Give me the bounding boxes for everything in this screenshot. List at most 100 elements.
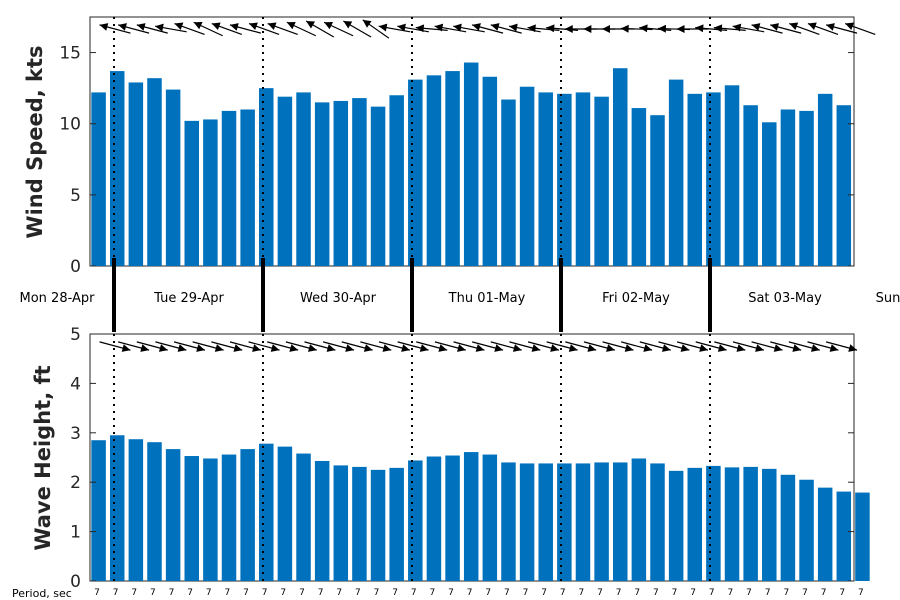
period-value: 7 <box>541 588 547 598</box>
period-value: 7 <box>560 588 566 598</box>
wind-speed-direction-arrow <box>397 23 429 33</box>
wave-height-direction-arrow <box>248 341 280 352</box>
wind-speed-direction-arrow <box>770 23 802 34</box>
wave-height-tick-label: 2 <box>70 473 81 493</box>
period-value: 7 <box>523 588 529 598</box>
wave-height-tick-label: 1 <box>70 523 81 543</box>
period-value: 7 <box>672 588 678 598</box>
wind-speed-bar <box>352 98 367 266</box>
wave-height-panel: 0 1 2 3 4 5 Wave Height, ft <box>31 325 870 592</box>
wind-speed-bar <box>501 99 516 266</box>
wind-speed-bar <box>277 96 293 267</box>
wave-height-bar <box>91 440 106 581</box>
wave-height-bar <box>594 462 609 581</box>
wind-speed-bar <box>128 82 144 266</box>
wind-speed-bar <box>687 93 703 266</box>
wind-speed-bar <box>743 105 758 266</box>
wave-height-direction-arrow <box>211 341 243 352</box>
period-value: 7 <box>616 588 622 598</box>
day-label: Sat 03-May <box>748 291 822 306</box>
wind-speed-direction-arrow <box>639 24 672 33</box>
wind-speed-bar <box>463 62 479 266</box>
period-value: 7 <box>634 588 640 598</box>
wave-height-bar <box>650 463 665 581</box>
period-value: 7 <box>690 588 696 598</box>
wave-height-bar <box>631 458 647 581</box>
wind-speed-direction-arrow <box>174 22 205 36</box>
wave-height-bars <box>91 435 870 581</box>
period-value: 7 <box>597 588 603 598</box>
wind-speed-direction-arrow <box>490 23 522 34</box>
wind-speed-direction-arrow <box>676 25 709 33</box>
wave-height-direction-arrow <box>825 341 858 352</box>
wind-speed-bars <box>91 62 852 267</box>
wave-height-direction-arrow <box>546 341 578 352</box>
wind-speed-direction-arrow <box>323 21 354 37</box>
wind-speed-direction-arrow <box>508 23 541 33</box>
wind-speed-bar <box>296 92 311 266</box>
wind-speed-direction-arrow <box>362 19 390 39</box>
wave-height-direction-arrow <box>639 341 671 352</box>
day-label: Mon 28-Apr <box>20 291 96 306</box>
wave-height-direction-arrow <box>267 341 299 352</box>
wind-speed-tick-label: 15 <box>59 44 81 64</box>
wave-height-direction-arrow <box>285 341 317 352</box>
wind-speed-bar <box>594 96 609 267</box>
wind-speed-bar <box>836 105 852 266</box>
period-value: 7 <box>392 588 398 598</box>
wave-height-tick-label: 3 <box>70 424 81 444</box>
period-value: 7 <box>765 588 771 598</box>
wave-height-bar <box>352 466 367 581</box>
period-value: 7 <box>448 588 454 598</box>
wave-height-bar <box>612 462 628 581</box>
wind-speed-tick-label: 5 <box>70 186 81 206</box>
period-value: 7 <box>839 588 845 598</box>
wind-speed-bar <box>426 75 442 266</box>
wind-speed-direction-arrow <box>825 23 858 34</box>
period-value: 7 <box>169 588 175 598</box>
wave-height-direction-arrow <box>416 341 448 352</box>
wind-speed-direction-arrow <box>732 23 765 33</box>
wave-height-bar <box>147 442 162 581</box>
wind-speed-direction-arrow <box>305 20 335 38</box>
period-value: 7 <box>411 588 417 598</box>
period-value: 7 <box>821 588 827 598</box>
wave-height-direction-arrow <box>527 341 560 352</box>
wind-speed-bar <box>165 89 181 266</box>
wind-speed-direction-arrow <box>453 23 485 33</box>
wind-speed-bar <box>221 110 237 266</box>
period-value: 7 <box>336 588 342 598</box>
wave-height-bar <box>501 462 516 581</box>
wind-speed-direction-arrow <box>343 20 372 38</box>
wind-speed-direction-arrow <box>527 24 560 33</box>
wind-speed-y-ticks: 0 5 10 15 <box>59 44 854 277</box>
wind-speed-direction-arrow <box>807 22 839 36</box>
wave-height-direction-arrow <box>695 341 727 352</box>
wind-speed-bar <box>519 86 535 266</box>
wave-height-bar <box>668 470 684 581</box>
wave-height-direction-arrow <box>173 341 206 352</box>
day-label: Sun <box>876 291 900 306</box>
wind-speed-direction-arrow <box>267 22 298 36</box>
wave-direction-arrows <box>99 341 858 352</box>
wave-height-direction-arrow <box>658 341 690 352</box>
wind-speed-bar <box>631 108 647 266</box>
wave-height-tick-label: 0 <box>70 572 81 592</box>
wave-height-direction-arrow <box>378 341 411 352</box>
wave-height-bar <box>389 467 404 581</box>
wave-height-bar <box>538 463 553 581</box>
wave-height-bar <box>128 439 144 581</box>
wave-height-direction-arrow <box>453 341 485 352</box>
wave-height-bar <box>426 456 442 581</box>
wave-height-bar <box>836 491 852 581</box>
period-value: 7 <box>280 588 286 598</box>
wind-speed-direction-arrow <box>118 23 150 34</box>
period-value: 7 <box>374 588 380 598</box>
wind-speed-bar <box>184 120 199 267</box>
wind-speed-bar <box>314 102 330 267</box>
wind-speed-y-axis-label: Wind Speed, kts <box>23 45 47 238</box>
wind-speed-bar <box>612 68 628 266</box>
wind-speed-direction-arrow <box>248 22 280 36</box>
